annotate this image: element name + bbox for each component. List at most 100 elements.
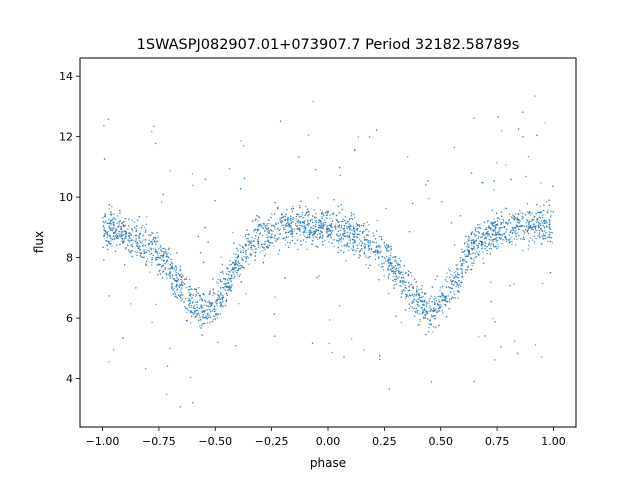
data-point [383,256,386,259]
data-point [419,319,421,321]
data-point [203,312,206,314]
data-point [254,237,256,240]
data-point [286,241,288,244]
data-point [184,305,186,308]
data-point [402,280,405,282]
data-point [418,288,420,291]
data-point [195,301,197,303]
data-point [541,356,543,358]
data-point [164,248,167,251]
data-point [348,226,350,228]
data-point [364,246,366,248]
data-point [225,282,227,284]
data-point [221,271,224,273]
data-point [302,234,305,236]
data-point [201,316,203,318]
data-point [429,307,431,309]
data-point [536,204,538,206]
data-point [365,234,367,237]
data-point [454,297,457,299]
data-point [194,295,197,297]
data-point [493,225,495,227]
data-point [107,230,110,233]
data-point [175,266,177,268]
data-point [474,249,476,251]
data-point [346,221,348,223]
data-point [339,234,342,236]
data-point [338,242,340,244]
data-point [534,215,536,218]
data-point [127,225,130,227]
data-point [466,249,469,251]
data-point [182,282,184,284]
data-point [425,305,427,307]
data-point [139,240,141,242]
data-point [428,300,430,302]
data-point [333,245,335,247]
data-point [532,226,534,229]
data-point [344,230,346,232]
data-point [453,146,456,149]
data-point [117,215,119,217]
data-point [505,231,507,233]
data-point [103,234,105,237]
data-point [496,224,498,227]
data-point [108,204,111,206]
data-point [111,229,113,232]
data-point [491,239,494,241]
data-point [336,233,338,235]
data-point [499,238,502,240]
data-point [518,209,521,211]
data-point [169,275,171,278]
data-point [274,228,276,230]
data-point [340,241,342,243]
data-point [277,208,279,210]
data-point [202,292,205,295]
data-point [385,260,387,262]
data-point [109,243,112,245]
data-point [175,286,177,288]
data-point [135,230,137,232]
data-point [353,217,356,219]
data-point [102,217,104,219]
data-point [488,239,490,241]
data-point [232,268,235,270]
data-point [402,289,404,291]
data-point [215,299,217,301]
data-point [206,322,209,324]
data-point [243,256,245,258]
data-point [241,257,243,259]
data-point [537,221,540,223]
data-point [539,217,542,219]
data-point [528,211,531,213]
data-point [226,294,229,296]
data-point [275,238,277,240]
data-point [395,262,398,264]
data-point [131,255,133,258]
data-point [255,218,257,220]
data-point [274,335,276,337]
data-point [112,228,114,230]
data-point [154,258,157,260]
data-point [473,380,475,383]
data-point [481,233,483,235]
data-point [110,214,112,216]
data-point [167,256,169,258]
data-point [321,236,323,239]
data-point [115,234,118,236]
data-point [229,279,231,281]
data-point [201,334,203,336]
data-point [181,280,183,283]
data-point [145,244,147,247]
data-point [536,134,538,137]
data-point [449,287,451,289]
data-point [304,235,306,237]
data-point [190,310,193,312]
data-point [190,293,192,295]
data-point [150,258,153,261]
data-point [277,228,279,230]
data-point [448,301,451,303]
data-point [548,231,550,233]
data-point [206,305,208,307]
data-point [444,295,446,298]
